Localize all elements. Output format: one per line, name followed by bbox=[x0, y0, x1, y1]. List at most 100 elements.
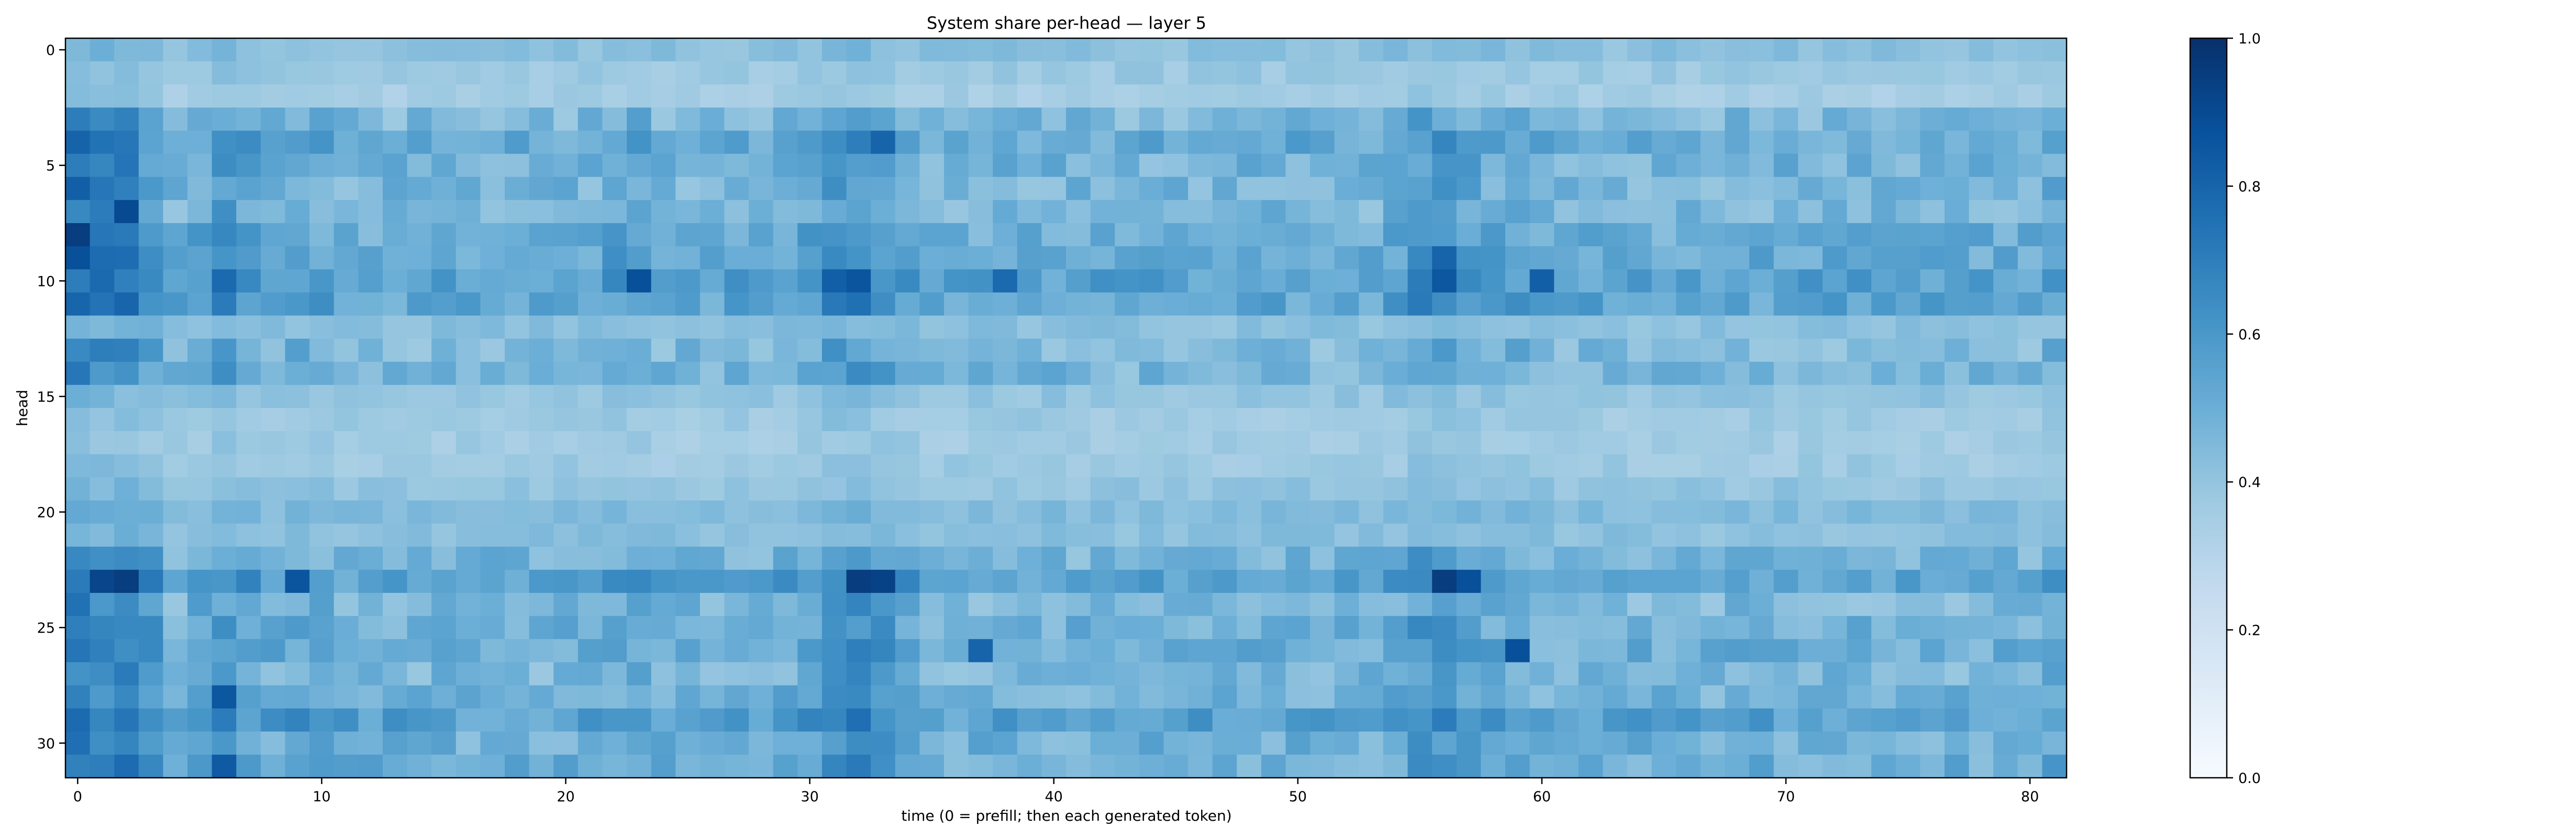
heatmap-cell bbox=[480, 523, 505, 547]
heatmap-cell bbox=[1944, 708, 1970, 732]
heatmap-cell bbox=[480, 107, 505, 131]
heatmap-cell bbox=[1798, 61, 1823, 85]
heatmap-cell bbox=[1041, 477, 1067, 501]
heatmap-cell bbox=[1847, 384, 1872, 409]
heatmap-cell bbox=[871, 616, 896, 639]
heatmap-cell bbox=[1237, 107, 1262, 131]
heatmap-cell bbox=[1578, 269, 1604, 293]
heatmap-cell bbox=[1139, 454, 1164, 478]
heatmap-cell bbox=[2017, 431, 2042, 455]
heatmap-cell bbox=[1456, 408, 1481, 432]
heatmap-cell bbox=[1188, 315, 1213, 339]
heatmap-cell bbox=[212, 61, 237, 85]
heatmap-cell bbox=[1310, 662, 1335, 686]
heatmap-cell bbox=[2017, 384, 2042, 409]
heatmap-cell bbox=[1334, 269, 1359, 293]
heatmap-cell bbox=[504, 754, 530, 778]
heatmap-cell bbox=[480, 177, 505, 201]
heatmap-cell bbox=[1139, 500, 1164, 524]
heatmap-cell bbox=[285, 315, 310, 339]
heatmap-cell bbox=[1432, 754, 1457, 778]
heatmap-cell bbox=[260, 523, 286, 547]
heatmap-cell bbox=[2042, 292, 2067, 316]
heatmap-cell bbox=[1432, 269, 1457, 293]
heatmap-cell bbox=[1505, 569, 1530, 593]
heatmap-cell bbox=[1237, 384, 1262, 409]
heatmap-cell bbox=[895, 61, 920, 85]
heatmap-cell bbox=[504, 338, 530, 362]
heatmap-cell bbox=[627, 246, 652, 270]
heatmap-cell bbox=[212, 292, 237, 316]
heatmap-cell bbox=[309, 107, 335, 131]
heatmap-cell bbox=[529, 361, 554, 385]
heatmap-cell bbox=[1969, 408, 1994, 432]
heatmap-cell bbox=[285, 408, 310, 432]
heatmap-cell bbox=[627, 338, 652, 362]
heatmap-cell bbox=[871, 639, 896, 663]
heatmap-cell bbox=[578, 130, 603, 155]
heatmap-cell bbox=[773, 477, 798, 501]
heatmap-cell bbox=[1651, 431, 1676, 455]
heatmap-cell bbox=[187, 662, 213, 686]
heatmap-cell bbox=[1432, 315, 1457, 339]
heatmap-cell bbox=[138, 639, 164, 663]
heatmap-cell bbox=[871, 477, 896, 501]
heatmap-cell bbox=[114, 200, 139, 224]
heatmap-cell bbox=[1773, 731, 1798, 755]
heatmap-cell bbox=[65, 246, 91, 270]
heatmap-cell bbox=[1725, 153, 1750, 178]
heatmap-cell bbox=[1773, 639, 1798, 663]
heatmap-cell bbox=[90, 200, 115, 224]
heatmap-cell bbox=[456, 38, 481, 62]
heatmap-cell bbox=[1920, 107, 1945, 131]
heatmap-cell bbox=[1651, 61, 1676, 85]
heatmap-cell bbox=[578, 500, 603, 524]
heatmap-cell bbox=[797, 685, 823, 709]
heatmap-cell bbox=[1773, 569, 1798, 593]
heatmap-cell bbox=[651, 546, 676, 570]
heatmap-cell bbox=[675, 546, 701, 570]
heatmap-cell bbox=[1334, 177, 1359, 201]
heatmap-cell bbox=[114, 731, 139, 755]
heatmap-cell bbox=[1261, 593, 1286, 616]
heatmap-cell bbox=[65, 38, 91, 62]
heatmap-cell bbox=[821, 500, 847, 524]
heatmap-cell bbox=[1920, 361, 1945, 385]
heatmap-cell bbox=[773, 431, 798, 455]
heatmap-cell bbox=[1456, 454, 1481, 478]
heatmap-cell bbox=[578, 616, 603, 639]
heatmap-cell bbox=[1310, 454, 1335, 478]
heatmap-cell bbox=[1627, 200, 1652, 224]
heatmap-cell bbox=[1139, 639, 1164, 663]
heatmap-cell bbox=[1603, 361, 1628, 385]
heatmap-cell bbox=[2017, 107, 2042, 131]
heatmap-cell bbox=[1407, 338, 1433, 362]
heatmap-cell bbox=[1700, 107, 1726, 131]
heatmap-cell bbox=[1334, 84, 1359, 108]
heatmap-cell bbox=[260, 685, 286, 709]
heatmap-cell bbox=[90, 454, 115, 478]
heatmap-cell bbox=[1041, 662, 1067, 686]
heatmap-cell bbox=[919, 546, 945, 570]
heatmap-cell bbox=[1773, 153, 1798, 178]
heatmap-cell bbox=[309, 662, 335, 686]
heatmap-cell bbox=[1993, 223, 2018, 247]
heatmap-cell bbox=[1017, 569, 1042, 593]
heatmap-cell bbox=[382, 431, 408, 455]
heatmap-cell bbox=[504, 177, 530, 201]
heatmap-cell bbox=[1163, 84, 1189, 108]
heatmap-cell bbox=[699, 130, 725, 155]
heatmap-cell bbox=[602, 361, 627, 385]
heatmap-cell bbox=[699, 662, 725, 686]
heatmap-cell bbox=[578, 315, 603, 339]
heatmap-cell bbox=[993, 361, 1018, 385]
heatmap-cell bbox=[1481, 546, 1506, 570]
heatmap-cell bbox=[1139, 315, 1164, 339]
heatmap-cell bbox=[968, 662, 993, 686]
heatmap-cell bbox=[553, 153, 579, 178]
heatmap-cell bbox=[431, 408, 457, 432]
heatmap-cell bbox=[773, 616, 798, 639]
heatmap-cell bbox=[358, 315, 383, 339]
heatmap-cell bbox=[699, 500, 725, 524]
heatmap-cell bbox=[1188, 223, 1213, 247]
